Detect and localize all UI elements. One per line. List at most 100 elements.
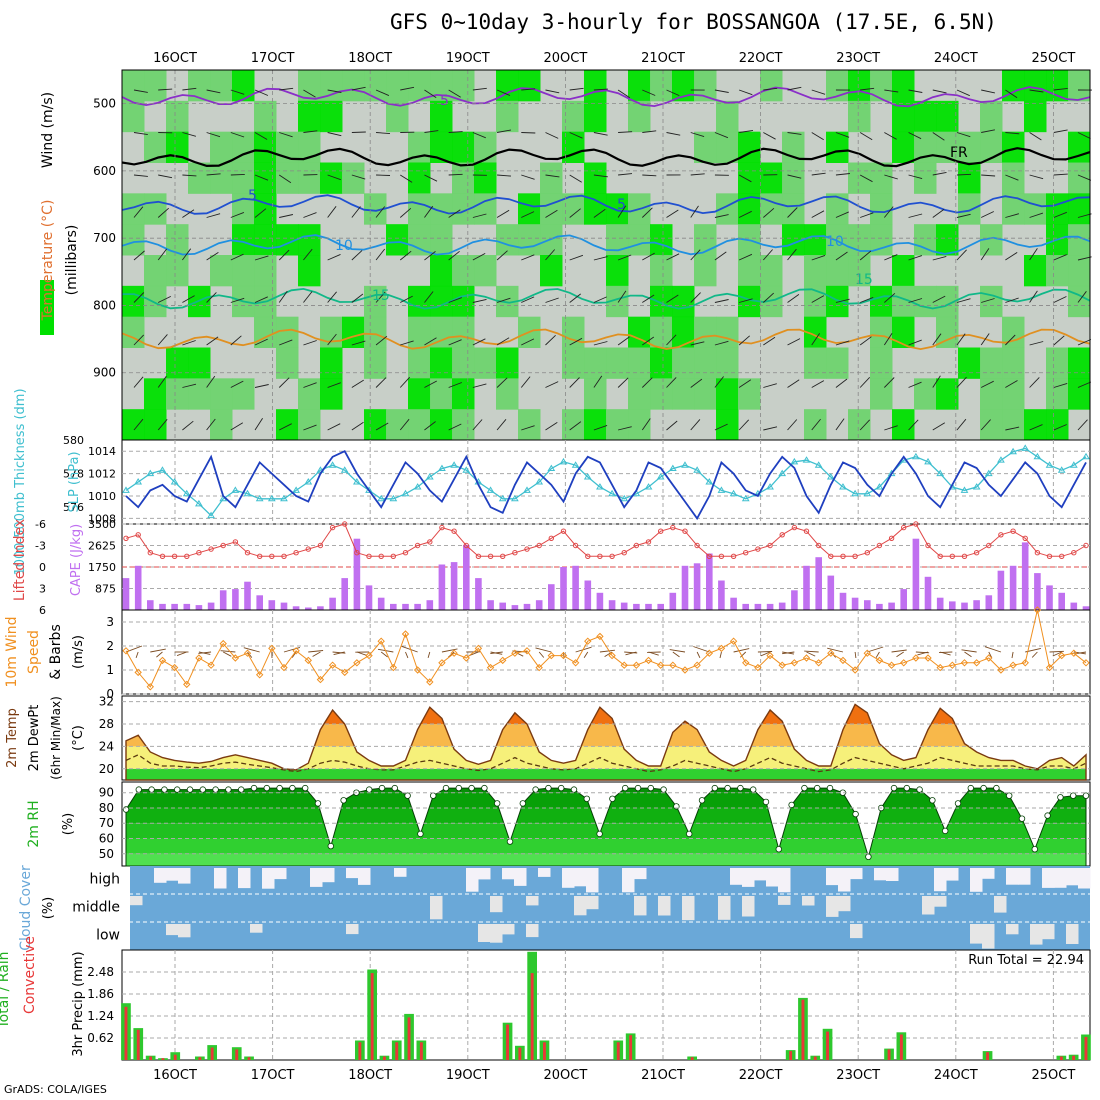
wind-barb <box>583 651 589 658</box>
rh-point <box>762 798 770 806</box>
slp-line <box>125 450 1087 521</box>
rh-cell <box>188 70 211 102</box>
rh-cell <box>232 162 255 194</box>
wind-speed-point <box>972 659 981 667</box>
rh-cell <box>562 409 585 441</box>
contour-label: 5 <box>248 188 257 204</box>
wind-barb <box>133 206 144 218</box>
rh-point <box>442 784 450 792</box>
precip-conv-bar <box>690 1057 694 1060</box>
precip-conv-bar <box>395 1042 399 1060</box>
rh-point <box>775 846 782 853</box>
cape-bar <box>548 584 555 610</box>
wind-barb <box>835 132 850 138</box>
rh-cell <box>584 409 607 441</box>
wind-barb <box>1029 132 1042 141</box>
rh-cell <box>892 316 915 348</box>
wind-barb <box>472 132 486 139</box>
wind-barb <box>787 174 802 179</box>
rh-point <box>916 786 923 793</box>
wind-barb <box>448 131 463 133</box>
cloud-gap <box>346 868 359 879</box>
rh-point <box>148 786 155 793</box>
thickness-point <box>668 464 677 472</box>
rh-cell <box>870 285 893 318</box>
rh-cell <box>958 131 981 163</box>
cloud-gap <box>178 924 191 938</box>
wind-barb <box>427 651 431 659</box>
rh-cell <box>716 378 739 410</box>
rh-cell <box>496 70 519 102</box>
wind-barb <box>399 376 411 388</box>
rh-legend-swatch <box>40 280 54 335</box>
rh-cell <box>650 378 673 410</box>
cloud-gap <box>754 868 767 881</box>
y-tick-label-left: 6 <box>39 604 46 617</box>
wind-speed-point <box>948 661 957 669</box>
precip-conv-bar <box>629 1035 633 1060</box>
x-tick-label: 24OCT <box>934 51 978 66</box>
wind-barb <box>1053 211 1067 218</box>
y-tick-label-right: 1010 <box>88 490 116 503</box>
rh-cell <box>254 316 277 348</box>
cloud-gap <box>250 924 263 933</box>
rh-cell <box>826 285 849 318</box>
wind-speed-point <box>620 661 628 669</box>
wind-barb <box>625 651 637 656</box>
li-point <box>378 553 384 559</box>
wind-barb <box>1029 424 1043 431</box>
li-point <box>184 553 190 559</box>
cloud-gap <box>742 896 755 917</box>
y-axis-label-wind: Wind (m/s) <box>40 92 56 168</box>
rh-cell <box>386 100 409 133</box>
wind-speed-point <box>547 651 556 660</box>
rh-cell <box>452 193 475 225</box>
li-point <box>536 542 542 549</box>
rh-point <box>929 797 936 804</box>
wind-barb <box>133 292 145 303</box>
wind-barb <box>157 334 168 346</box>
wind-barb <box>448 209 461 218</box>
wind-barb <box>981 89 995 94</box>
thickness-point <box>778 469 787 477</box>
rh-cell <box>936 378 959 410</box>
wind-barb <box>618 131 633 133</box>
wind-barb <box>1011 651 1014 659</box>
y-axis-label-rh-2: (%) <box>61 813 76 836</box>
rh-cell <box>892 100 915 133</box>
wind-barb <box>206 375 216 388</box>
wind-speed-point <box>231 654 240 662</box>
rh-cell <box>694 131 717 163</box>
cloud-gap <box>766 868 779 887</box>
cape-bar <box>1009 565 1017 610</box>
isotherm-line <box>121 194 1091 215</box>
thickness-point <box>438 464 446 472</box>
rh-cell <box>408 193 431 225</box>
wind-barb <box>690 292 701 303</box>
rh-cell <box>1068 70 1091 102</box>
rh-cell <box>1024 409 1047 441</box>
wind-speed-point <box>936 663 944 672</box>
rh-cell <box>628 378 651 410</box>
rh-cell <box>848 70 871 102</box>
wind-barb <box>763 132 776 140</box>
wind-barb <box>980 333 990 346</box>
cape-bar <box>219 590 227 610</box>
wind-barb <box>666 209 679 218</box>
precip-conv-bar <box>899 1034 903 1060</box>
y-tick-label-right: 2625 <box>88 540 116 553</box>
rh-cell <box>452 409 475 441</box>
rh-cell <box>628 409 651 441</box>
rh-cell <box>1002 131 1025 163</box>
wind-barb <box>835 298 850 303</box>
rh-cell <box>914 378 937 410</box>
wind-speed-point <box>195 654 203 662</box>
wind-barb <box>908 89 923 93</box>
li-point <box>706 553 712 559</box>
cloud-gap <box>574 896 587 916</box>
x-tick-label: 16OCT <box>153 51 197 66</box>
isotherm-line <box>121 234 1091 256</box>
wind-barb <box>666 294 679 303</box>
cloud-gap <box>466 868 479 892</box>
cape-bar <box>183 603 191 610</box>
